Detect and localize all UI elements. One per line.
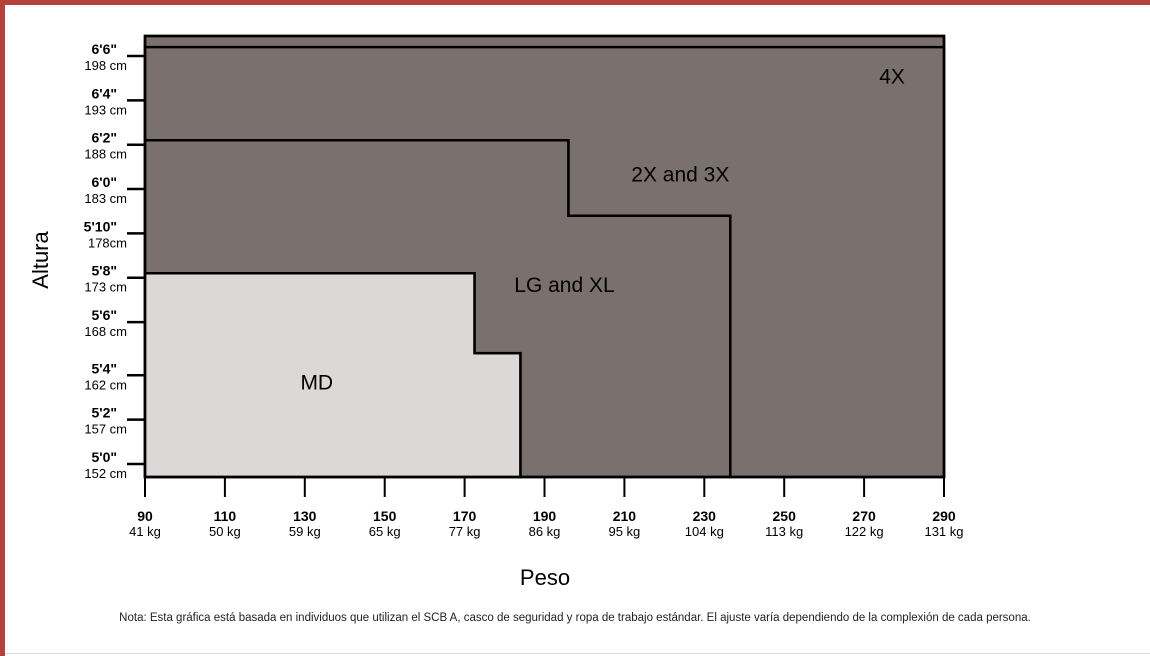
frame-top-border xyxy=(0,0,1150,5)
x-tick-sublabel: 122 kg xyxy=(845,524,884,539)
region-labels: MD LG and XL 2X and 3X 4X xyxy=(300,66,904,395)
x-tick-label: 230 xyxy=(693,508,717,524)
frame-bottom-border xyxy=(5,653,1150,654)
y-tick-sublabel: 157 cm xyxy=(84,422,127,437)
x-tick-label: 270 xyxy=(852,508,876,524)
x-tick-sublabel: 41 kg xyxy=(129,524,161,539)
x-tick-sublabel: 95 kg xyxy=(608,524,640,539)
x-tick-sublabel: 59 kg xyxy=(289,524,321,539)
y-tick-sublabel: 178cm xyxy=(88,235,127,250)
y-tick-label: 5'6" xyxy=(91,307,117,323)
x-tick-sublabel: 50 kg xyxy=(209,524,241,539)
y-tick-label: 6'6" xyxy=(91,41,117,57)
x-tick-label: 290 xyxy=(932,508,956,524)
y-tick-sublabel: 188 cm xyxy=(84,147,127,162)
y-tick-label: 5'8" xyxy=(91,263,117,279)
y-tick-sublabel: 198 cm xyxy=(84,58,127,73)
x-tick-sublabel: 86 kg xyxy=(529,524,561,539)
x-tick-label: 90 xyxy=(137,508,153,524)
chart-footnote: Nota: Esta gráfica está basada en indivi… xyxy=(119,612,1031,624)
x-tick-sublabel: 113 kg xyxy=(765,524,803,539)
x-tick-sublabel: 65 kg xyxy=(369,524,401,539)
x-tick-label: 150 xyxy=(373,508,397,524)
x-tick-sublabel: 131 kg xyxy=(924,524,963,539)
y-tick-sublabel: 183 cm xyxy=(84,191,127,206)
region-label-2x-and-3x: 2X and 3X xyxy=(631,163,729,186)
y-tick-sublabel: 152 cm xyxy=(84,466,127,481)
y-tick-label: 6'0" xyxy=(91,174,117,190)
y-tick-label: 5'0" xyxy=(91,449,117,465)
x-tick-label: 110 xyxy=(214,508,237,524)
x-tick-sublabel: 104 kg xyxy=(685,524,724,539)
y-tick-label: 6'2" xyxy=(91,130,117,146)
y-axis-title: Altura xyxy=(28,231,53,289)
y-tick-label: 5'4" xyxy=(91,360,117,376)
region-label-4x: 4X xyxy=(879,66,905,89)
y-tick-sublabel: 173 cm xyxy=(84,280,127,295)
x-tick-sublabel: 77 kg xyxy=(449,524,481,539)
size-regions xyxy=(143,34,946,479)
x-axis-title: Peso xyxy=(520,565,570,590)
x-tick-label: 130 xyxy=(293,508,317,524)
region-label-lg-and-xl: LG and XL xyxy=(514,274,614,297)
y-tick-label: 5'10" xyxy=(84,218,117,234)
frame-left-border xyxy=(0,0,5,656)
region-label-md: MD xyxy=(300,372,333,395)
y-tick-label: 5'2" xyxy=(91,405,117,421)
x-tick-label: 210 xyxy=(613,508,637,524)
y-tick-sublabel: 168 cm xyxy=(84,324,127,339)
y-axis: 5'0"152 cm 5'2"157 cm 5'4"162 cm 5'6"168 cm… xyxy=(84,41,145,481)
y-tick-sublabel: 162 cm xyxy=(84,377,127,392)
y-tick-sublabel: 193 cm xyxy=(84,102,127,117)
y-tick-label: 6'4" xyxy=(91,85,117,101)
x-tick-label: 170 xyxy=(453,508,477,524)
x-tick-label: 250 xyxy=(773,508,797,524)
x-tick-label: 190 xyxy=(533,508,557,524)
